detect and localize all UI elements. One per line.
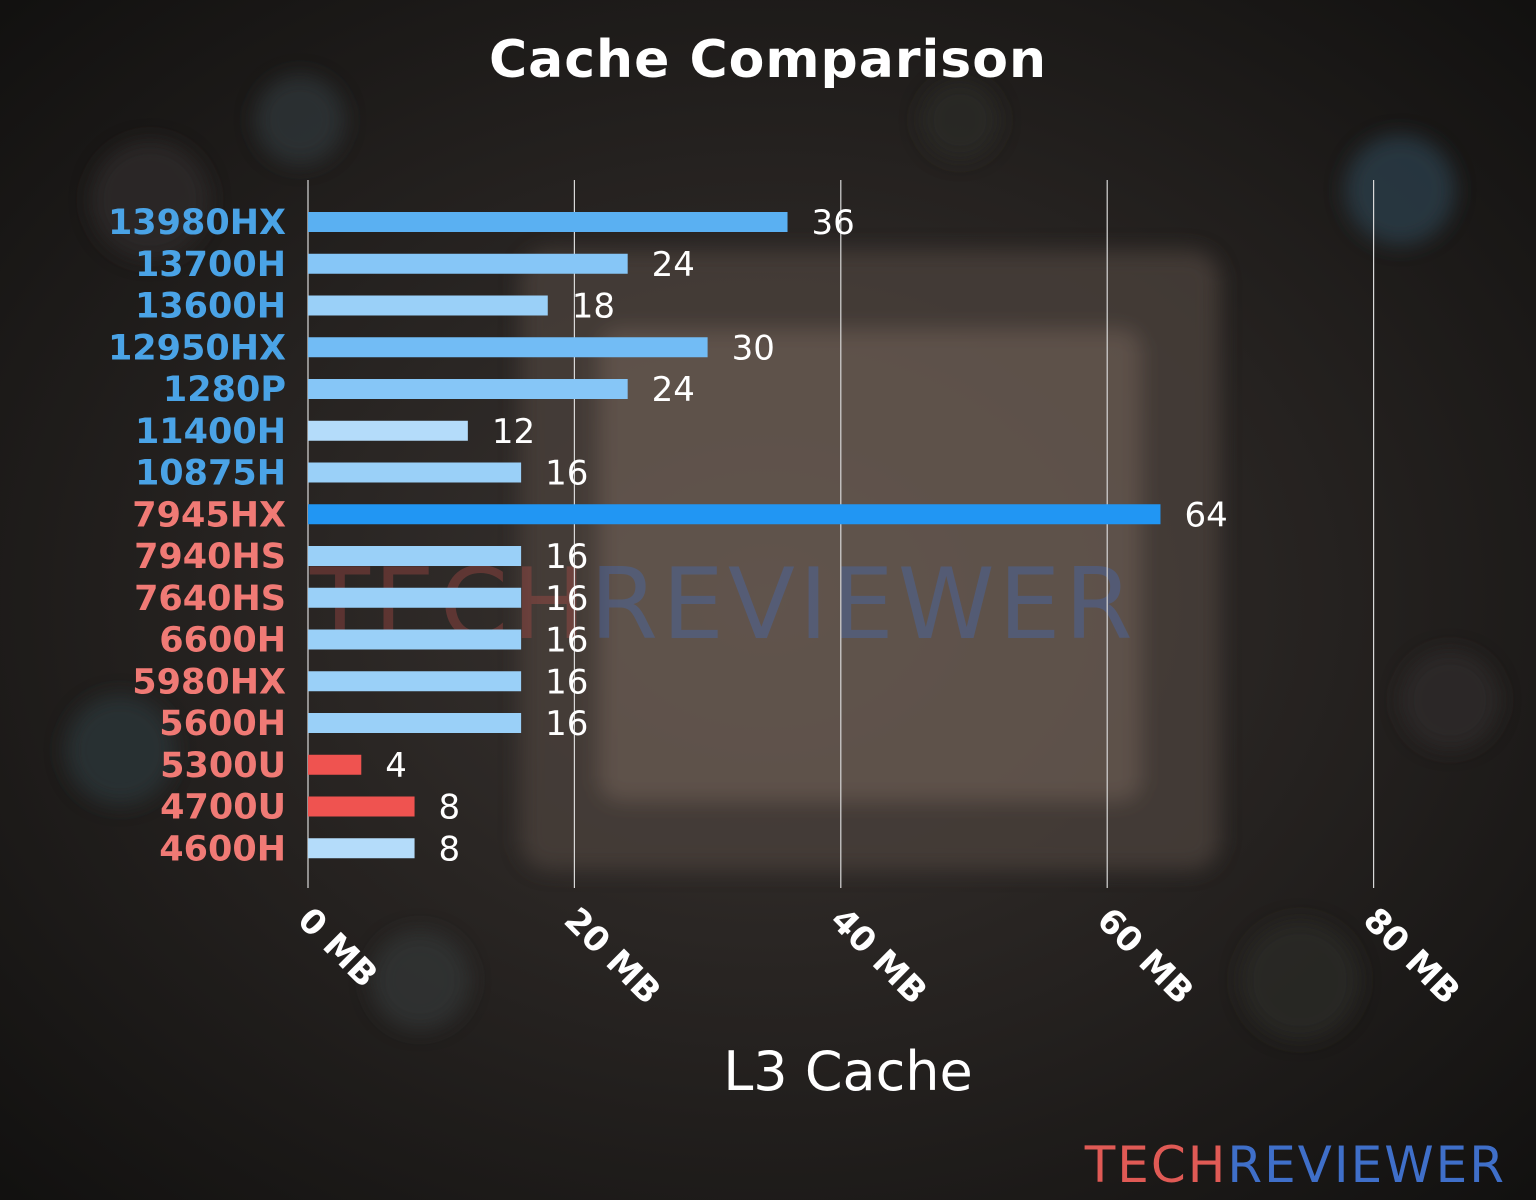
chart-title: Cache Comparison [488,30,1047,90]
brand-logo: TECHREVIEWER [1085,1136,1506,1194]
category-label: 1280P [163,370,286,410]
bar [308,379,628,399]
category-label: 5980HX [132,662,286,702]
bar [308,253,628,274]
value-label: 16 [545,704,588,744]
category-label: 10875H [135,454,286,494]
value-label: 30 [732,328,775,368]
value-label: 4 [385,746,407,786]
bar [308,295,548,316]
x-tick-label: 20 MB [556,900,668,1012]
bar [308,587,522,608]
bar [308,420,468,441]
value-label: 24 [652,370,695,410]
category-label: 12950HX [108,328,286,368]
x-tick-label: 0 MB [290,900,386,996]
value-label: 36 [812,203,855,243]
category-label: 11400H [135,412,286,452]
category-label: 13600H [135,287,286,327]
category-label: 6600H [159,621,286,661]
value-label: 16 [545,662,588,702]
value-label: 24 [652,245,695,285]
x-tick-label: 40 MB [822,900,934,1012]
value-label: 16 [545,454,588,494]
x-tick-label: 80 MB [1355,900,1467,1012]
bar [308,462,522,483]
bar [308,796,415,817]
category-label: 5300U [160,746,286,786]
bar [308,671,522,692]
category-label: 4700U [160,788,286,828]
value-label: 18 [572,287,615,327]
watermark-part2: REVIEWER [589,548,1137,662]
value-label: 12 [492,412,535,452]
category-label: 4600H [159,829,286,869]
x-tick-label: 60 MB [1089,900,1201,1012]
value-label: 8 [439,788,461,828]
category-label: 7940HS [134,537,286,577]
category-label: 7945HX [132,495,286,535]
value-label: 16 [545,537,588,577]
value-label: 16 [545,579,588,619]
bar [308,212,788,232]
x-axis-title: L3 Cache [723,1040,973,1103]
value-label: 64 [1184,495,1227,535]
bar [308,504,1161,525]
bar [308,838,415,859]
bar [308,713,522,733]
logo-part1: TECH [1084,1136,1228,1194]
category-label: 13700H [135,245,286,285]
bar [308,629,522,650]
category-label: 13980HX [108,203,286,243]
bar [308,337,708,358]
value-label: 16 [545,621,588,661]
value-label: 8 [439,829,461,869]
logo-part2: REVIEWER [1227,1136,1506,1194]
bar [308,546,522,566]
bar [308,754,362,775]
category-label: 7640HS [134,579,286,619]
category-label: 5600H [159,704,286,744]
